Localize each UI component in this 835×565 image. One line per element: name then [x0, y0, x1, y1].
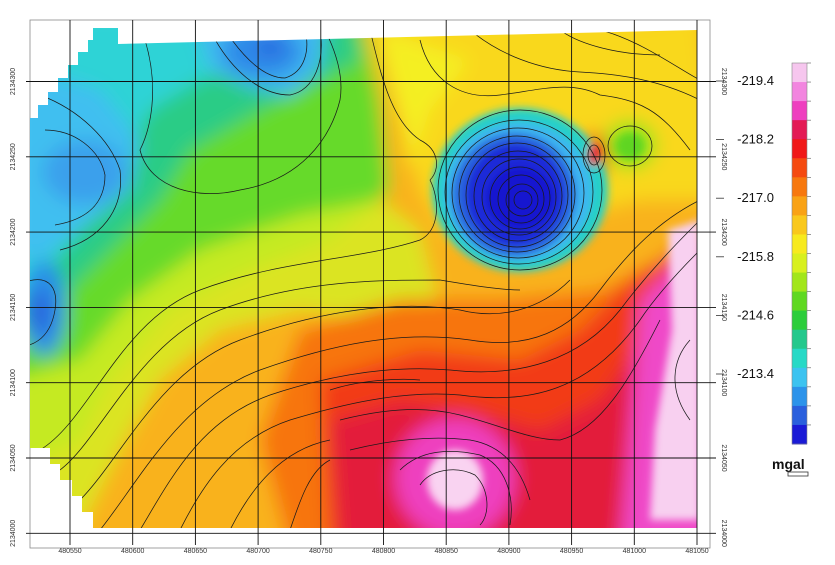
x-tick-label: 480800	[372, 548, 395, 555]
colorbar-step	[792, 424, 807, 445]
colorbar-value-label: -215.8	[737, 249, 774, 264]
unit-underline-bar	[787, 471, 809, 477]
colorbar-step	[792, 177, 807, 197]
colorbar-value-label: -219.4	[737, 73, 774, 88]
colorbar-step	[792, 82, 807, 102]
y-tick-label-right: 2134050	[720, 444, 727, 471]
colorbar-step	[792, 196, 807, 216]
colorbar-step	[792, 367, 807, 388]
color-scale: -219.4 -218.2 -217.0 -215.8 -214.6 -213.4 mga…	[716, 62, 811, 477]
x-tick-label: 480750	[309, 548, 332, 555]
x-tick-label: 481050	[685, 548, 708, 555]
colorbar-step	[792, 101, 807, 121]
x-tick-label: 480900	[497, 548, 520, 555]
y-tick-label-left: 2134250	[10, 143, 17, 170]
x-tick-label: 480550	[58, 548, 81, 555]
y-tick-label-left: 2134050	[10, 444, 17, 471]
x-tick-label: 481000	[623, 548, 646, 555]
colorbar-step	[792, 405, 807, 426]
y-tick-label-left: 2134150	[10, 294, 17, 321]
colorbar	[792, 62, 811, 445]
y-tick-label-right: 2134250	[720, 143, 727, 170]
colorbar-value-label: -214.6	[737, 307, 774, 322]
colorbar-step	[792, 139, 807, 159]
x-tick-label: 480650	[184, 548, 207, 555]
x-tick-label: 480600	[121, 548, 144, 555]
colorbar-value-label: -218.2	[737, 132, 774, 147]
y-tick-label-right: 2134100	[720, 369, 727, 396]
x-tick-label: 480700	[246, 548, 269, 555]
colorbar-step	[792, 272, 807, 293]
colorbar-step	[792, 234, 807, 254]
y-tick-label-left: 2134200	[10, 218, 17, 245]
colorbar-step	[792, 348, 807, 369]
colorbar-value-label: -213.4	[737, 366, 774, 381]
y-tick-label-right: 2134150	[720, 294, 727, 321]
colorbar-step	[792, 291, 807, 312]
y-tick-label-right: 2134000	[720, 520, 727, 547]
colorbar-step	[792, 120, 807, 140]
x-tick-label: 480850	[435, 548, 458, 555]
colorbar-value-label: -217.0	[737, 190, 774, 205]
tick-labels: 480550 480600 480650 480700 480750 480800 4808…	[10, 68, 727, 555]
anomaly-surface	[30, 28, 697, 528]
y-tick-label-right: 2134300	[720, 68, 727, 95]
y-tick-label-left: 2134000	[10, 520, 17, 547]
colorbar-step	[792, 158, 807, 178]
y-tick-label-left: 2134100	[10, 369, 17, 396]
unit-label: mgal	[772, 456, 805, 472]
colorbar-step	[792, 329, 807, 350]
x-tick-label: 480950	[560, 548, 583, 555]
colorbar-step	[792, 215, 807, 235]
grid-lines	[26, 20, 716, 545]
colorbar-step	[792, 253, 807, 274]
y-tick-label-right: 2134200	[720, 218, 727, 245]
colorbar-step	[792, 386, 807, 407]
colorbar-step	[792, 310, 807, 331]
colorbar-step	[792, 63, 807, 83]
contour-lines	[30, 29, 697, 528]
colorbar-labels: -219.4 -218.2 -217.0 -215.8 -214.6 -213.4	[716, 73, 774, 381]
y-tick-label-left: 2134300	[10, 68, 17, 95]
